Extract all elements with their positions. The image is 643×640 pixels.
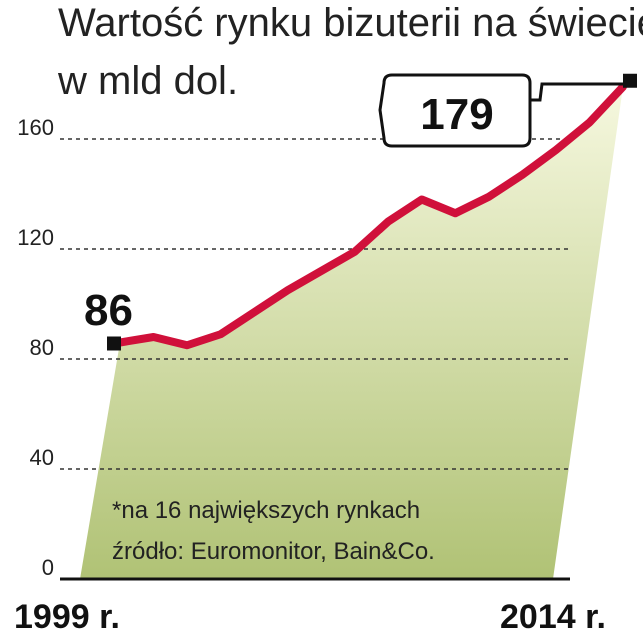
x-end-label: 2014 r. [500,598,606,636]
y-tick-label: 40 [30,445,54,470]
y-tick-label: 120 [17,225,54,250]
series-line [116,82,627,350]
callout-connector [530,82,625,102]
chart-title-line1: Wartość rynku bizuterii na świecie* [58,1,643,45]
end-value-label: 179 [420,90,493,139]
y-tick-label: 0 [42,555,54,580]
area-fill [80,86,623,579]
y-tick-labels: 0 40 80 120 160 [17,115,54,580]
end-point-marker [623,73,637,88]
start-value-label: 86 [84,286,133,335]
point-labels: 86 179 [84,73,637,351]
source-note: źródło: Euromonitor, Bain&Co. [112,538,435,565]
start-point-marker [107,336,121,351]
end-value-callout [378,73,532,148]
chart-title-line2: w mld dol. [57,59,238,103]
x-start-label: 1999 r. [14,598,120,636]
y-tick-label: 160 [17,115,54,140]
y-tick-label: 80 [30,335,54,360]
footnote: *na 16 największych rynkach [112,497,420,524]
